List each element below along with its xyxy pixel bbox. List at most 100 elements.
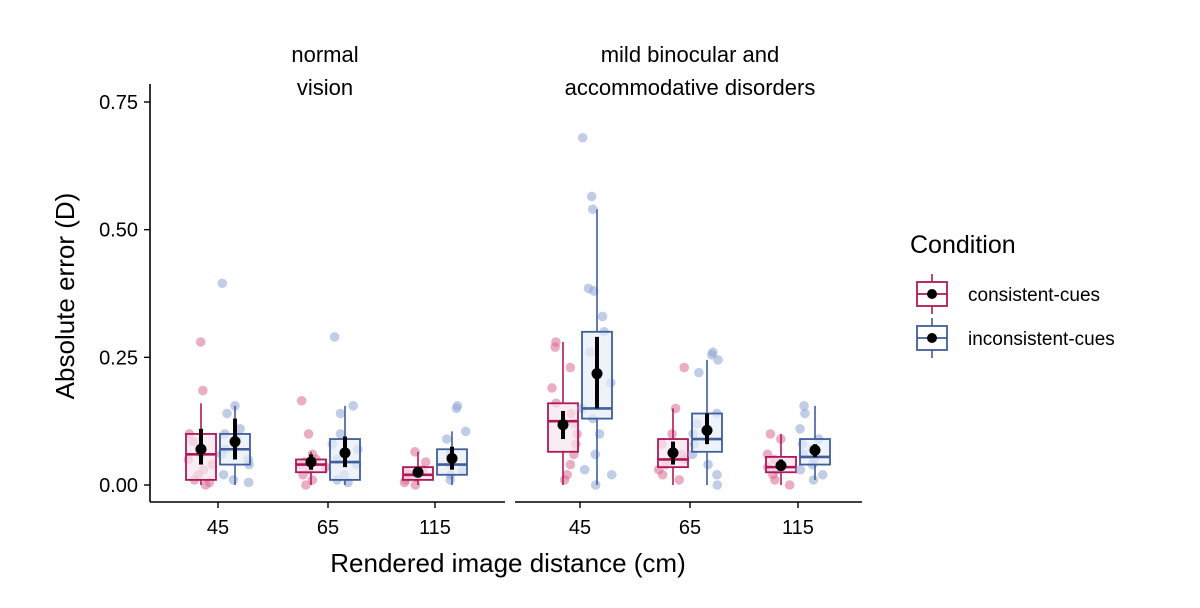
legend-entries: consistent-cues inconsistent-cues xyxy=(916,274,1115,358)
panel-title-line: vision xyxy=(297,75,353,100)
data-point xyxy=(348,401,358,411)
data-point xyxy=(195,337,206,347)
y-tick-label: 0.75 xyxy=(99,92,138,114)
box-consistent-cues xyxy=(762,429,797,490)
box-consistent-cues xyxy=(399,447,434,490)
data-point xyxy=(590,480,601,490)
data-point xyxy=(565,362,576,373)
mean-point xyxy=(667,447,679,459)
data-point xyxy=(799,401,809,411)
data-point xyxy=(713,355,723,365)
legend-entry-inconsistent-cues: inconsistent-cues xyxy=(916,318,1115,358)
data-point xyxy=(217,278,228,289)
x-axis-title: Rendered image distance (cm) xyxy=(330,548,686,578)
data-point xyxy=(784,480,795,490)
data-point xyxy=(586,191,597,202)
data-point xyxy=(200,480,211,490)
mean-point xyxy=(809,444,821,456)
data-point xyxy=(243,477,254,488)
legend-label: consistent-cues xyxy=(968,285,1100,306)
data-point xyxy=(597,311,608,322)
data-point xyxy=(198,385,208,396)
data-point xyxy=(800,408,810,419)
x-tick-label: 45 xyxy=(569,517,591,539)
y-axis-title: Absolute error (D) xyxy=(50,193,80,400)
mean-point xyxy=(591,368,603,380)
data-point xyxy=(301,480,311,490)
y-tick-label: 0.25 xyxy=(99,347,138,369)
mean-point xyxy=(339,447,351,459)
panel-title-line: normal xyxy=(291,42,358,67)
box-inconsistent-cues xyxy=(216,278,254,488)
x-tick-label: 65 xyxy=(317,517,339,539)
legend-title: Condition xyxy=(910,231,1016,259)
plot-panels: 0.00 0.25 0.50 0.75 normal vision 45 65 115 mild … xyxy=(99,42,862,539)
data-point xyxy=(795,424,805,434)
data-point xyxy=(606,469,617,480)
data-point xyxy=(579,464,590,475)
mean-point xyxy=(775,460,787,472)
data-point xyxy=(441,434,452,444)
data-point xyxy=(307,475,318,485)
data-point xyxy=(329,332,340,342)
data-point xyxy=(451,403,462,414)
mean-point xyxy=(195,443,207,455)
x-tick-label: 115 xyxy=(419,517,451,539)
data-point xyxy=(587,204,598,215)
legend-label: inconsistent-cues xyxy=(968,329,1115,350)
legend: Condition consistent-cues inconsistent-cu… xyxy=(910,231,1115,358)
mean-point xyxy=(305,456,317,468)
data-point xyxy=(657,469,668,480)
panel-title-line: mild binocular and xyxy=(601,42,780,67)
mean-point xyxy=(557,419,569,431)
box-inconsistent-cues xyxy=(327,332,363,488)
data-point xyxy=(795,464,806,475)
data-point xyxy=(817,469,828,480)
data-point xyxy=(808,475,819,485)
data-point xyxy=(667,429,677,439)
data-point xyxy=(565,459,576,470)
data-point xyxy=(674,475,685,485)
data-point xyxy=(296,395,307,406)
box-consistent-cues xyxy=(653,362,690,485)
y-tick-label: 0.00 xyxy=(99,475,138,497)
panel-1: normal vision 45 65 115 xyxy=(150,42,505,539)
data-point xyxy=(559,475,570,485)
box-inconsistent-cues xyxy=(687,347,723,490)
box-consistent-cues xyxy=(295,395,331,490)
box-inconsistent-cues xyxy=(436,401,471,485)
data-point xyxy=(420,457,431,467)
data-point xyxy=(335,429,346,439)
mean-point xyxy=(446,452,458,464)
data-point xyxy=(694,367,704,378)
data-point xyxy=(703,459,713,470)
x-tick-label: 65 xyxy=(679,517,701,539)
data-point xyxy=(303,429,314,439)
data-point xyxy=(590,449,601,460)
data-point xyxy=(460,426,471,437)
data-point xyxy=(235,424,245,434)
y-tick-label: 0.50 xyxy=(99,220,138,242)
panel-2: mild binocular and accommodative disorder… xyxy=(515,42,862,539)
data-point xyxy=(712,480,723,490)
data-point xyxy=(770,475,780,485)
legend-key-mean xyxy=(927,289,937,299)
data-point xyxy=(550,342,560,352)
panel-title-line: accommodative disorders xyxy=(565,75,816,100)
data-point xyxy=(222,408,232,419)
box-inconsistent-cues xyxy=(577,132,617,490)
data-point xyxy=(228,475,239,485)
legend-entry-consistent-cues: consistent-cues xyxy=(916,274,1100,314)
mean-point xyxy=(229,436,241,448)
mean-point xyxy=(701,424,713,436)
box-consistent-cues xyxy=(183,337,218,490)
box-inconsistent-cues xyxy=(795,401,831,485)
data-point xyxy=(445,475,455,485)
data-point xyxy=(218,469,229,480)
legend-key-mean xyxy=(927,333,937,343)
data-point xyxy=(335,408,346,419)
data-point xyxy=(765,429,776,439)
data-point xyxy=(547,383,557,393)
x-tick-label: 45 xyxy=(207,517,229,539)
